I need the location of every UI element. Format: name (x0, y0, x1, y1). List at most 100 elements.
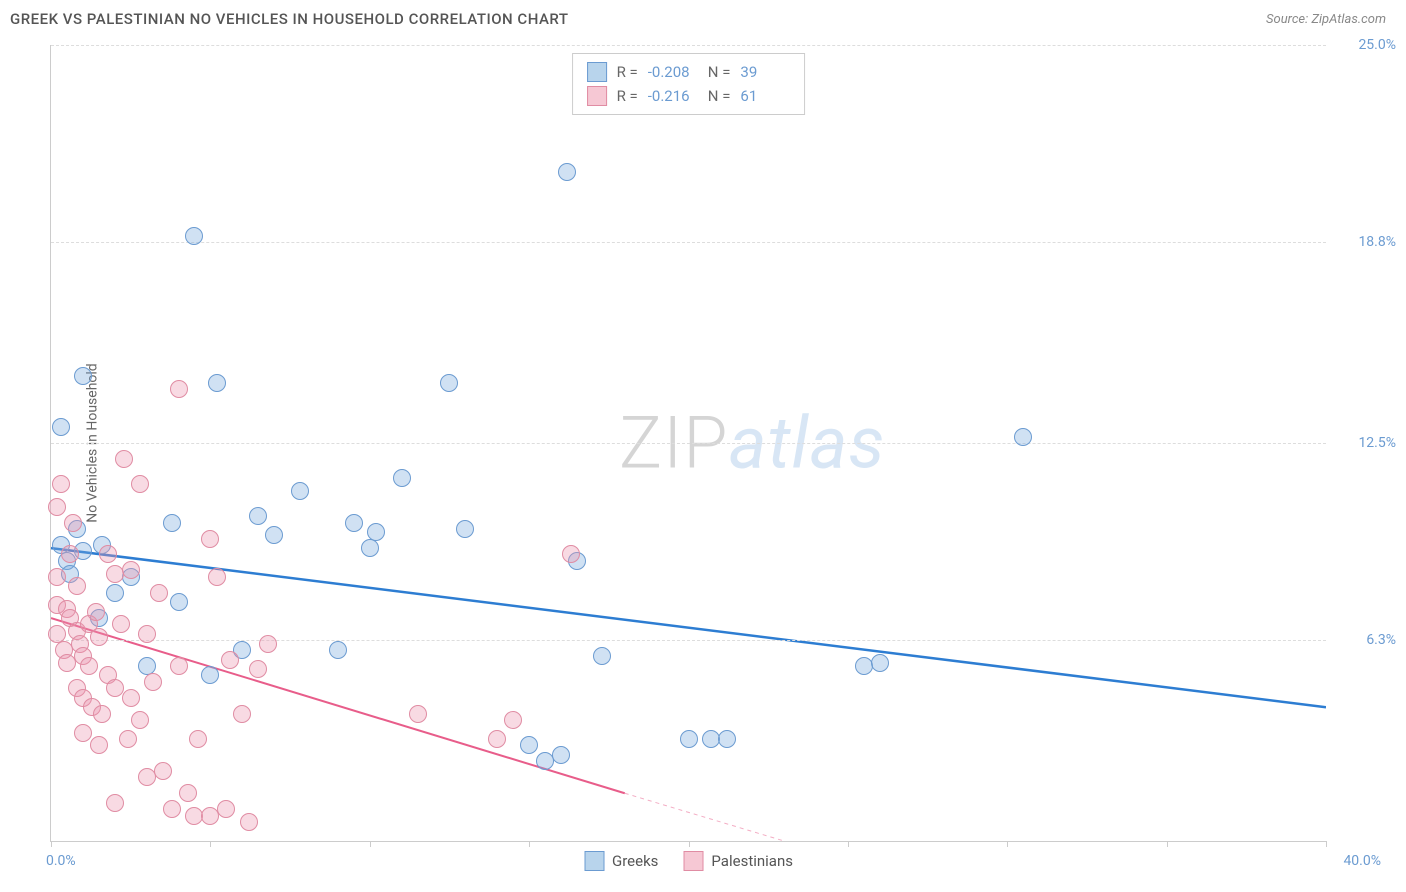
stats-row-greeks: R = -0.208 N = 39 (587, 60, 791, 84)
scatter-point (871, 654, 889, 672)
scatter-point (208, 374, 226, 392)
scatter-point (74, 367, 92, 385)
scatter-point (179, 784, 197, 802)
scatter-point (233, 705, 251, 723)
source-prefix: Source: (1266, 12, 1311, 27)
scatter-point (440, 374, 458, 392)
scatter-point (329, 641, 347, 659)
legend-label-palestinians: Palestinians (711, 852, 793, 870)
scatter-point (64, 514, 82, 532)
scatter-point (291, 482, 309, 500)
r-value-palestinians: -0.216 (648, 87, 698, 105)
scatter-point (144, 673, 162, 691)
source-attribution: Source: ZipAtlas.com (1266, 12, 1386, 27)
scatter-point (265, 526, 283, 544)
chart-title: GREEK VS PALESTINIAN NO VEHICLES IN HOUS… (10, 10, 569, 28)
scatter-point (150, 584, 168, 602)
scatter-point (552, 746, 570, 764)
x-axis-min-label: 0.0% (46, 853, 76, 869)
x-tick (51, 841, 52, 847)
n-value-greeks: 39 (740, 63, 790, 81)
scatter-point (456, 520, 474, 538)
x-tick (848, 841, 849, 847)
scatter-point (345, 514, 363, 532)
gridline (51, 242, 1326, 243)
scatter-point (201, 530, 219, 548)
scatter-point (1014, 428, 1032, 446)
scatter-point (154, 762, 172, 780)
scatter-point (52, 475, 70, 493)
scatter-point (208, 568, 226, 586)
stats-row-palestinians: R = -0.216 N = 61 (587, 84, 791, 108)
swatch-greeks (587, 62, 607, 82)
y-tick-label: 6.3% (1336, 632, 1396, 648)
scatter-point (562, 545, 580, 563)
legend-swatch-greeks (584, 851, 604, 871)
r-label: R = (617, 87, 638, 105)
y-tick-label: 18.8% (1336, 234, 1396, 250)
plot-area: ZIPatlas R = -0.208 N = 39 R = -0.216 N … (50, 45, 1326, 842)
chart-header: GREEK VS PALESTINIAN NO VEHICLES IN HOUS… (0, 0, 1406, 38)
x-tick (1326, 841, 1327, 847)
scatter-point (138, 625, 156, 643)
scatter-point (80, 657, 98, 675)
scatter-point (170, 657, 188, 675)
scatter-point (122, 689, 140, 707)
scatter-point (249, 660, 267, 678)
scatter-point (87, 603, 105, 621)
legend-label-greeks: Greeks (612, 852, 658, 870)
scatter-point (122, 561, 140, 579)
scatter-point (680, 730, 698, 748)
scatter-point (48, 568, 66, 586)
r-value-greeks: -0.208 (648, 63, 698, 81)
scatter-point (189, 730, 207, 748)
scatter-point (240, 813, 258, 831)
stats-legend: R = -0.208 N = 39 R = -0.216 N = 61 (572, 53, 806, 115)
scatter-point (367, 523, 385, 541)
scatter-point (259, 635, 277, 653)
scatter-point (99, 545, 117, 563)
x-tick (529, 841, 530, 847)
scatter-point (170, 380, 188, 398)
scatter-point (593, 647, 611, 665)
scatter-point (52, 418, 70, 436)
legend-swatch-palestinians (683, 851, 703, 871)
scatter-point (90, 628, 108, 646)
legend-item-greeks: Greeks (584, 851, 658, 871)
scatter-point (520, 736, 538, 754)
scatter-point (488, 730, 506, 748)
scatter-point (119, 730, 137, 748)
scatter-point (361, 539, 379, 557)
gridline (51, 45, 1326, 46)
r-label: R = (617, 63, 638, 81)
bottom-legend: Greeks Palestinians (584, 851, 793, 871)
scatter-point (718, 730, 736, 748)
scatter-point (112, 615, 130, 633)
y-tick-label: 12.5% (1336, 435, 1396, 451)
swatch-palestinians (587, 86, 607, 106)
x-tick (1167, 841, 1168, 847)
scatter-point (131, 711, 149, 729)
scatter-point (68, 577, 86, 595)
scatter-point (106, 584, 124, 602)
scatter-point (217, 800, 235, 818)
scatter-point (115, 450, 133, 468)
scatter-point (170, 593, 188, 611)
n-label: N = (708, 87, 731, 105)
scatter-point (48, 498, 66, 516)
source-link[interactable]: ZipAtlas.com (1311, 12, 1386, 27)
gridline (51, 443, 1326, 444)
scatter-point (163, 800, 181, 818)
y-tick-label: 25.0% (1336, 37, 1396, 53)
legend-item-palestinians: Palestinians (683, 851, 793, 871)
x-tick (689, 841, 690, 847)
scatter-point (249, 507, 267, 525)
x-tick (210, 841, 211, 847)
scatter-point (163, 514, 181, 532)
scatter-point (409, 705, 427, 723)
n-value-palestinians: 61 (740, 87, 790, 105)
x-tick (370, 841, 371, 847)
scatter-point (221, 651, 239, 669)
n-label: N = (708, 63, 731, 81)
x-tick (1007, 841, 1008, 847)
